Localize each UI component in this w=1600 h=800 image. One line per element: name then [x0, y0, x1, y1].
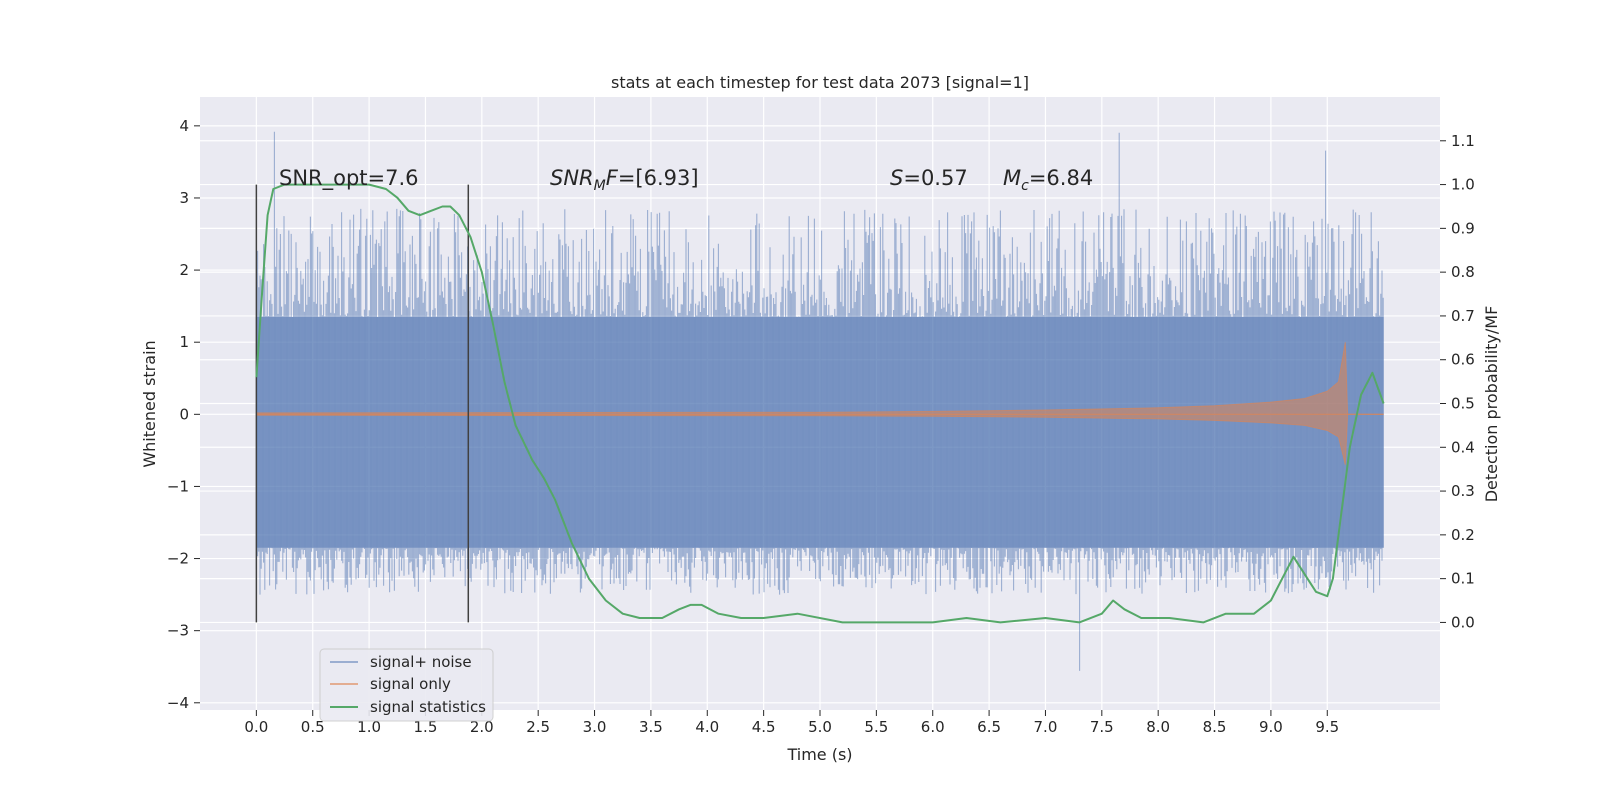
x-axis-ticks: 0.0 0.5 1.0 1.5 2.0 2.5 3.0 3.5 4.0 4.5 5.0 5.5 6.0 6… — [244, 710, 1339, 736]
x-tick-label: 3.5 — [639, 718, 663, 736]
x-tick-label: 8.5 — [1203, 718, 1227, 736]
right-tick-label: 1.0 — [1451, 176, 1475, 194]
right-tick-label: 0.2 — [1451, 526, 1475, 544]
x-tick-label: 4.5 — [752, 718, 776, 736]
left-axis-label: Whitened strain — [140, 340, 159, 467]
x-tick-label: 2.5 — [526, 718, 550, 736]
x-tick-label: 2.0 — [470, 718, 494, 736]
x-tick-label: 1.0 — [357, 718, 381, 736]
left-tick-label: 1 — [179, 333, 189, 351]
legend: signal+ noise signal only signal statist… — [319, 648, 494, 722]
x-tick-label: 0.0 — [244, 718, 268, 736]
x-tick-label: 7.5 — [1090, 718, 1114, 736]
right-tick-label: 0.0 — [1451, 613, 1475, 631]
annotation-spin-value: =0.57 — [903, 166, 967, 190]
left-tick-label: −2 — [167, 550, 189, 568]
left-tick-label: 3 — [179, 189, 189, 207]
signal-only-series — [255, 342, 1384, 465]
right-tick-label: 0.6 — [1451, 351, 1475, 369]
x-tick-label: 6.0 — [921, 718, 945, 736]
left-tick-label: −1 — [167, 477, 189, 495]
annotation-chirp-mass: Mc=6.84 — [1003, 166, 1093, 194]
signal-statistics-line — [255, 183, 1385, 624]
annotation-snr-opt: SNR_opt=7.6 — [279, 166, 419, 191]
right-tick-label: 0.7 — [1451, 307, 1475, 325]
left-tick-label: −4 — [167, 694, 189, 712]
x-tick-label: 5.5 — [864, 718, 888, 736]
right-axis-ticks: 0.0 0.1 0.2 0.3 0.4 0.5 0.6 0.7 0.8 0.9 1.0 1.1 — [1440, 132, 1475, 631]
x-tick-label: 0.5 — [301, 718, 325, 736]
right-tick-label: 1.1 — [1451, 132, 1475, 150]
x-tick-label: 9.5 — [1315, 718, 1339, 736]
left-tick-label: −3 — [167, 622, 189, 640]
annotation-spin: S=0.57 — [890, 166, 968, 190]
x-tick-label: 3.0 — [583, 718, 607, 736]
legend-label-signal-only: signal only — [370, 675, 451, 693]
x-tick-label: 5.0 — [808, 718, 832, 736]
right-axis-label: Detection probability/MF — [1482, 306, 1501, 503]
x-tick-label: 4.0 — [695, 718, 719, 736]
right-tick-label: 0.5 — [1451, 395, 1475, 413]
legend-box — [319, 648, 494, 722]
x-tick-label: 9.0 — [1259, 718, 1283, 736]
signal-statistics-series — [255, 183, 1385, 624]
left-axis-ticks: −4 −3 −2 −1 0 1 2 3 4 — [167, 117, 200, 712]
legend-label-signal-noise: signal+ noise — [370, 653, 472, 671]
left-tick-label: 0 — [179, 405, 189, 423]
x-tick-label: 8.0 — [1146, 718, 1170, 736]
vertical-markers — [255, 184, 470, 623]
x-axis-label: Time (s) — [786, 745, 852, 764]
chart-title: stats at each timestep for test data 207… — [611, 73, 1029, 92]
left-tick-label: 4 — [179, 117, 189, 135]
annotation-snr-mf-value: =[6.93] — [618, 166, 699, 190]
x-tick-label: 6.5 — [977, 718, 1001, 736]
signal-noise-series — [255, 131, 1384, 671]
x-tick-label: 1.5 — [414, 718, 438, 736]
annotation-chirp-mass-value: =6.84 — [1029, 166, 1093, 190]
annotation-snr-mf: SNRMF=[6.93] — [550, 166, 699, 194]
legend-label-signal-statistics: signal statistics — [370, 698, 486, 716]
left-tick-label: 2 — [179, 261, 189, 279]
right-tick-label: 0.9 — [1451, 219, 1475, 237]
right-tick-label: 0.1 — [1451, 570, 1475, 588]
x-tick-label: 7.0 — [1034, 718, 1058, 736]
right-tick-label: 0.8 — [1451, 263, 1475, 281]
right-tick-label: 0.3 — [1451, 482, 1475, 500]
right-tick-label: 0.4 — [1451, 438, 1475, 456]
